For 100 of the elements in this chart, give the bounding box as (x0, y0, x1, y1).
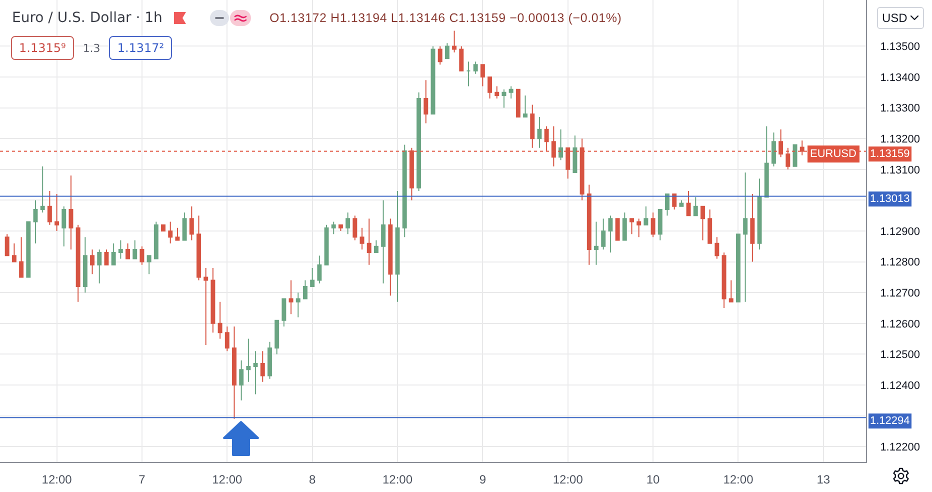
candlestick (622, 212, 627, 241)
x-tick-label: 13 (816, 472, 830, 486)
candlestick (161, 224, 166, 232)
candlestick (530, 104, 535, 148)
candlestick (111, 242, 116, 266)
annotation: 1.3 (82, 42, 100, 54)
candlestick (26, 221, 31, 278)
candlestick (402, 144, 407, 238)
y-tick-label: 1.12400 (880, 380, 920, 392)
candlestick (366, 218, 372, 266)
candlestick (175, 227, 180, 241)
candlestick (210, 267, 216, 334)
candlestick (679, 200, 684, 207)
y-tick-label: 1.12500 (880, 349, 920, 362)
annotation: O1.13172 H1.13194 L1.13146 C1.13159 −0.00013 (−0.01%) (269, 11, 622, 25)
candlestick (4, 234, 10, 256)
candlestick (274, 320, 280, 355)
candlestick (714, 236, 720, 260)
candlestick (601, 218, 606, 250)
x-tick-label: 12:00 (382, 472, 413, 486)
candlestick (288, 280, 294, 315)
x-tick-label: 12:00 (42, 472, 72, 486)
candlestick (97, 248, 102, 284)
candlestick (204, 267, 208, 346)
candlestick (68, 175, 74, 250)
candlestick (374, 240, 378, 254)
candlestick (146, 255, 152, 275)
candlestick (239, 360, 244, 401)
candlestick (395, 190, 400, 302)
candlestick (47, 190, 52, 226)
candlestick (62, 206, 66, 247)
candlestick (636, 218, 642, 238)
y-tick-label: 1.12900 (880, 226, 920, 238)
candlestick (444, 42, 450, 60)
candlestick (282, 298, 286, 327)
candlestick (232, 326, 236, 420)
candlestick (558, 128, 564, 161)
x-tick-label: 12:00 (552, 472, 584, 486)
annotation: 1.1315⁹ (11, 36, 74, 60)
candlestick (452, 30, 457, 53)
candlestick (40, 166, 45, 214)
candlestick (608, 215, 613, 254)
candlestick (360, 227, 364, 250)
ref-line-label: 1.13159 (870, 148, 910, 160)
candlestick (488, 76, 492, 100)
x-tick-label: 9 (479, 472, 486, 486)
candlestick (708, 208, 712, 244)
text: USD (882, 11, 908, 25)
candlestick (672, 194, 677, 210)
y-tick-label: 1.13200 (880, 133, 920, 146)
candlestick (508, 86, 514, 100)
candlestick (12, 242, 16, 262)
candlestick (424, 80, 428, 124)
candlestick (338, 224, 343, 232)
candlestick (168, 221, 173, 244)
candlestick (246, 338, 251, 382)
y-tick-label: 1.12700 (880, 287, 920, 300)
candlestick (76, 224, 80, 302)
x-tick-label: 12:00 (723, 472, 754, 486)
candlestick (644, 206, 648, 226)
candlestick (324, 224, 329, 266)
candlestick (686, 190, 691, 216)
annotation: EURUSD (810, 148, 857, 160)
candlestick (317, 255, 322, 284)
candlestick (693, 196, 698, 216)
candlestick (459, 46, 464, 72)
candlestick (196, 215, 201, 281)
candlestick (792, 144, 798, 167)
y-tick-label: 1.12600 (880, 318, 920, 330)
candlestick (658, 208, 662, 241)
y-tick-label: 1.13300 (880, 102, 920, 115)
candlestick (126, 242, 130, 260)
x-tick-label: 8 (308, 472, 316, 486)
y-tick-label: 1.12200 (880, 441, 920, 454)
y-tick-label: 1.13500 (880, 41, 920, 54)
candlestick (132, 240, 138, 260)
candlestick (736, 234, 740, 302)
candlestick (104, 248, 109, 266)
candlestick (19, 236, 24, 278)
y-tick-label: 1.12800 (880, 256, 920, 269)
candlestick (700, 206, 705, 241)
candlestick (140, 246, 144, 266)
candlestick (182, 212, 187, 241)
candlestick (586, 184, 592, 266)
candlestick (615, 218, 620, 241)
candlestick (665, 194, 670, 216)
candlestick (218, 301, 222, 340)
candlestick (473, 61, 478, 74)
candlestick (118, 240, 123, 260)
candlestick (523, 94, 528, 118)
candlestick (572, 135, 578, 173)
candlestick (630, 218, 634, 235)
candlestick (33, 200, 38, 244)
candlestick (352, 215, 358, 241)
candlestick (771, 132, 776, 167)
candlestick (466, 61, 471, 87)
candlestick (502, 88, 506, 108)
candlestick (594, 221, 598, 266)
x-tick-label: 10 (646, 472, 660, 486)
candlestick (494, 86, 500, 100)
